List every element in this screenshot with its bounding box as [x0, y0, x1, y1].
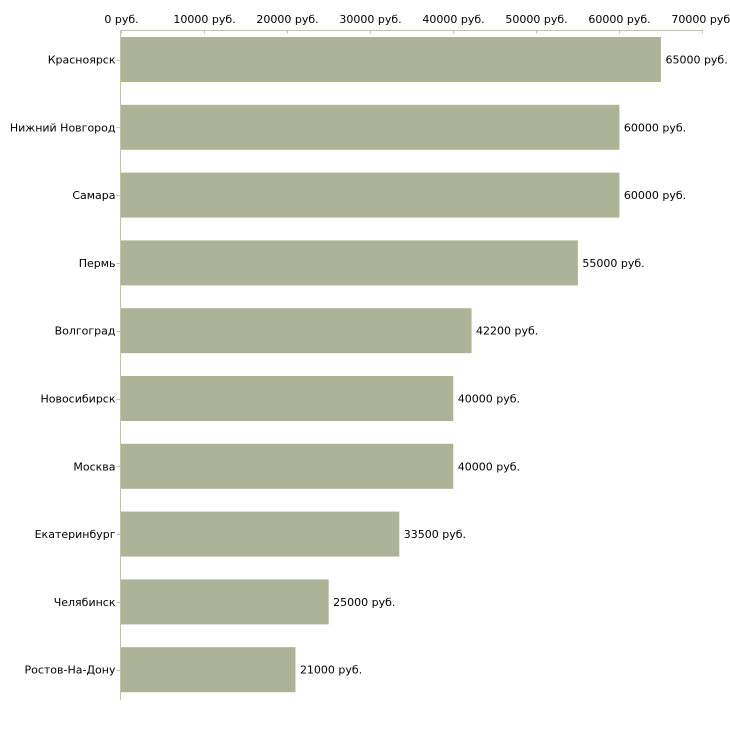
x-tick-label: 10000 руб.: [173, 13, 235, 26]
x-tick-label: 0 руб.: [104, 13, 138, 26]
category-label: Нижний Новгород: [10, 121, 116, 134]
data-label: 40000 руб.: [458, 393, 520, 406]
data-label: 55000 руб.: [582, 257, 644, 270]
category-label: Москва: [73, 460, 115, 473]
x-tick-label: 70000 руб.: [671, 13, 730, 26]
bar: [121, 308, 472, 354]
bar: [121, 579, 329, 625]
data-label: 25000 руб.: [333, 596, 395, 609]
bar: [121, 104, 620, 150]
category-label: Челябинск: [54, 596, 116, 609]
category-label: Ростов-На-Дону: [24, 664, 115, 677]
bar: [121, 37, 661, 82]
bar: [121, 240, 578, 286]
bar: [121, 376, 454, 421]
data-label: 33500 руб.: [404, 528, 466, 541]
data-label: 42200 руб.: [476, 325, 538, 338]
category-label: Волгоград: [55, 325, 116, 338]
bar: [121, 172, 620, 218]
data-label: 40000 руб.: [458, 460, 520, 473]
x-tick-label: 50000 руб.: [505, 13, 567, 26]
category-label: Новосибирск: [40, 393, 115, 406]
bar: [121, 647, 296, 693]
category-label: Красноярск: [48, 54, 116, 67]
x-tick-label: 40000 руб.: [422, 13, 484, 26]
data-label: 60000 руб.: [624, 189, 686, 202]
x-tick-label: 20000 руб.: [256, 13, 318, 26]
bar: [121, 443, 454, 489]
category-label: Пермь: [79, 257, 116, 270]
data-label: 65000 руб.: [665, 54, 727, 67]
bar: [121, 511, 400, 557]
category-label: Самара: [72, 189, 115, 202]
data-label: 21000 руб.: [300, 664, 362, 677]
x-tick-label: 30000 руб.: [339, 13, 401, 26]
x-tick-label: 60000 руб.: [588, 13, 650, 26]
category-label: Екатеринбург: [35, 528, 116, 541]
data-label: 60000 руб.: [624, 121, 686, 134]
